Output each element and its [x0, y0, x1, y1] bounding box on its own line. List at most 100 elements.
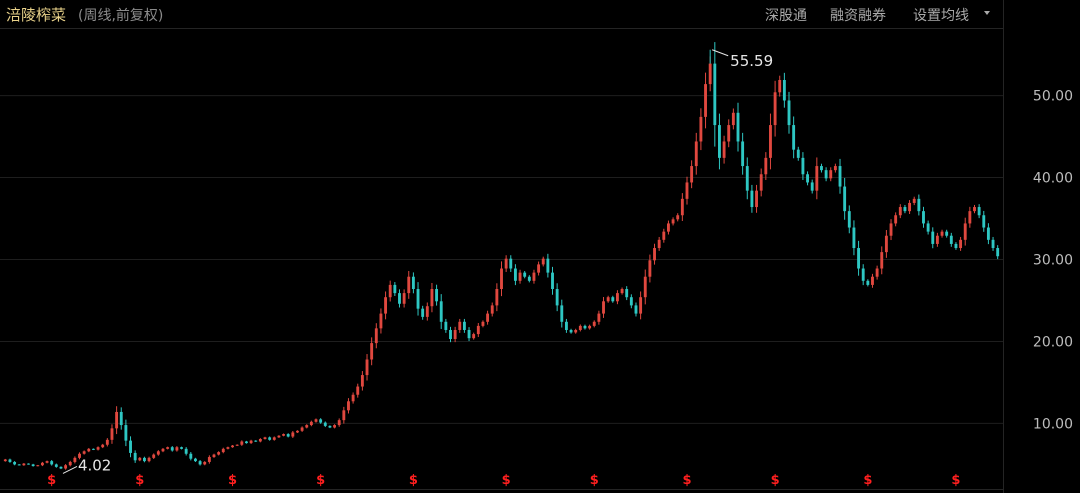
candle-body	[240, 441, 244, 445]
candle-body	[513, 268, 517, 281]
candle-body	[699, 116, 703, 142]
candle-body	[59, 466, 63, 469]
candle-body	[583, 325, 587, 329]
candle-body	[68, 461, 72, 466]
candle-body	[588, 325, 592, 329]
candle-body	[527, 276, 531, 281]
candle-body	[532, 272, 536, 281]
candle-body	[277, 435, 281, 438]
candle-body	[78, 453, 81, 458]
candle-body	[481, 321, 485, 326]
candle-body	[189, 453, 193, 459]
candle-body	[871, 276, 874, 285]
candle-body	[792, 125, 796, 150]
candle-series	[3, 42, 1000, 470]
candle-body	[931, 231, 935, 244]
candle-body	[773, 92, 777, 126]
candle-body	[569, 329, 573, 333]
candle-body	[639, 297, 643, 314]
candle-body	[365, 359, 369, 376]
gridlines	[0, 95, 1003, 424]
candle-body	[861, 268, 865, 281]
menu-margin-trading[interactable]: 融资融券	[830, 8, 886, 24]
chart-header: 涪陵榨菜 (周线,前复权) 深股通 融资融券 设置均线	[0, 0, 1003, 29]
candle-body	[727, 125, 731, 142]
candle-body	[801, 157, 805, 175]
candle-body	[17, 464, 21, 466]
candle-body	[203, 461, 207, 465]
candle-body	[843, 186, 847, 212]
candle-body	[541, 258, 545, 265]
candle-body	[750, 190, 754, 208]
candle-body	[546, 258, 550, 273]
candle-body	[175, 447, 179, 451]
candle-body	[138, 457, 142, 461]
candle-body	[634, 305, 638, 314]
chevron-down-icon[interactable]	[984, 11, 990, 15]
candle-body	[486, 313, 490, 322]
candle-body	[194, 458, 197, 462]
candle-body	[657, 239, 661, 249]
menu-hk-connect[interactable]: 深股通	[765, 8, 807, 24]
candle-body	[949, 235, 953, 244]
candle-body	[903, 207, 907, 212]
candle-body	[360, 375, 364, 387]
candle-body	[574, 329, 578, 333]
candle-body	[537, 264, 541, 273]
candle-body	[926, 223, 930, 232]
candle-body	[787, 100, 791, 126]
candle-body	[458, 321, 462, 330]
candle-body	[643, 276, 647, 298]
candle-body	[96, 447, 100, 450]
candle-body	[490, 305, 494, 314]
candle-body	[115, 411, 119, 429]
candle-body	[347, 401, 350, 411]
candle-body	[300, 427, 304, 431]
candle-body	[254, 440, 258, 442]
candle-body	[152, 454, 156, 458]
bottom-divider	[0, 489, 1003, 490]
dividend-marker: $	[771, 473, 780, 488]
candle-body	[430, 289, 434, 307]
candle-body	[884, 235, 888, 253]
candle-body	[296, 430, 299, 433]
candle-body	[778, 79, 782, 93]
candle-body	[31, 464, 35, 467]
candle-body	[166, 447, 170, 449]
menu-ma-settings[interactable]: 设置均线	[913, 8, 969, 24]
candle-body	[889, 223, 893, 236]
candle-body	[462, 321, 466, 330]
candle-body	[898, 207, 902, 216]
dividend-markers: $ $ $ $ $ $ $ $ $ $ $	[47, 473, 960, 488]
candle-body	[959, 239, 963, 249]
candle-body	[416, 289, 420, 309]
candle-body	[356, 386, 360, 395]
candle-body	[101, 444, 105, 448]
candle-body	[597, 313, 601, 322]
candle-body	[50, 461, 54, 465]
candle-body	[161, 448, 165, 452]
candle-body	[996, 248, 1000, 257]
candle-body	[3, 459, 7, 462]
candle-body	[963, 223, 967, 240]
candle-body	[500, 268, 503, 290]
candle-body	[940, 231, 944, 236]
candle-body	[212, 454, 216, 458]
candle-body	[986, 227, 990, 240]
candle-body	[829, 170, 833, 179]
candle-body	[731, 112, 735, 126]
candle-body	[718, 125, 721, 158]
candle-body	[671, 219, 675, 224]
candle-body	[620, 289, 624, 294]
candle-body	[407, 276, 411, 294]
candle-body	[180, 447, 183, 449]
candle-body	[333, 425, 336, 428]
candle-body	[13, 461, 17, 465]
candle-body	[917, 198, 921, 212]
candle-body	[838, 166, 842, 187]
stock-name[interactable]: 涪陵榨菜	[6, 6, 67, 24]
candle-body	[449, 329, 452, 340]
candle-body	[922, 211, 925, 224]
candle-body	[578, 325, 582, 330]
